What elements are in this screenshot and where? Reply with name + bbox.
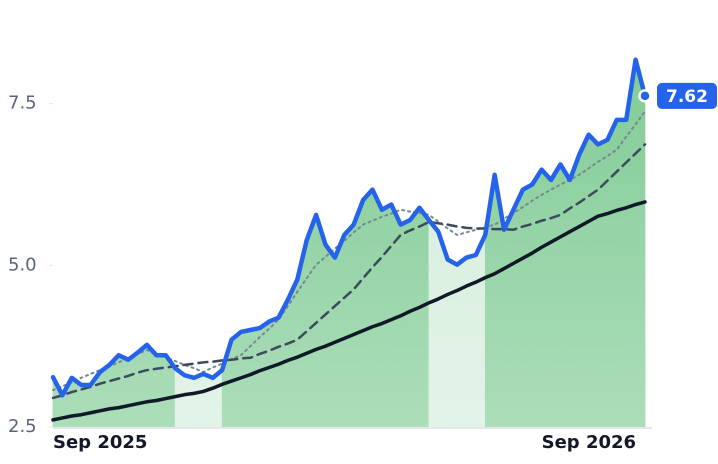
series-line — [51, 200, 647, 422]
last-point — [638, 89, 652, 103]
y-tick-label: 2.5 — [8, 416, 37, 437]
x-tick-label: Sep 2025 — [53, 432, 147, 453]
y-tick-label: 7.5 — [8, 93, 37, 114]
x-tick-label: Sep 2026 — [542, 432, 636, 453]
value-label: 7.62 — [666, 87, 708, 107]
series-line — [50, 57, 648, 398]
series-line — [51, 143, 647, 400]
y-tick-label: 5.0 — [8, 254, 37, 275]
value-label-box — [657, 82, 717, 109]
